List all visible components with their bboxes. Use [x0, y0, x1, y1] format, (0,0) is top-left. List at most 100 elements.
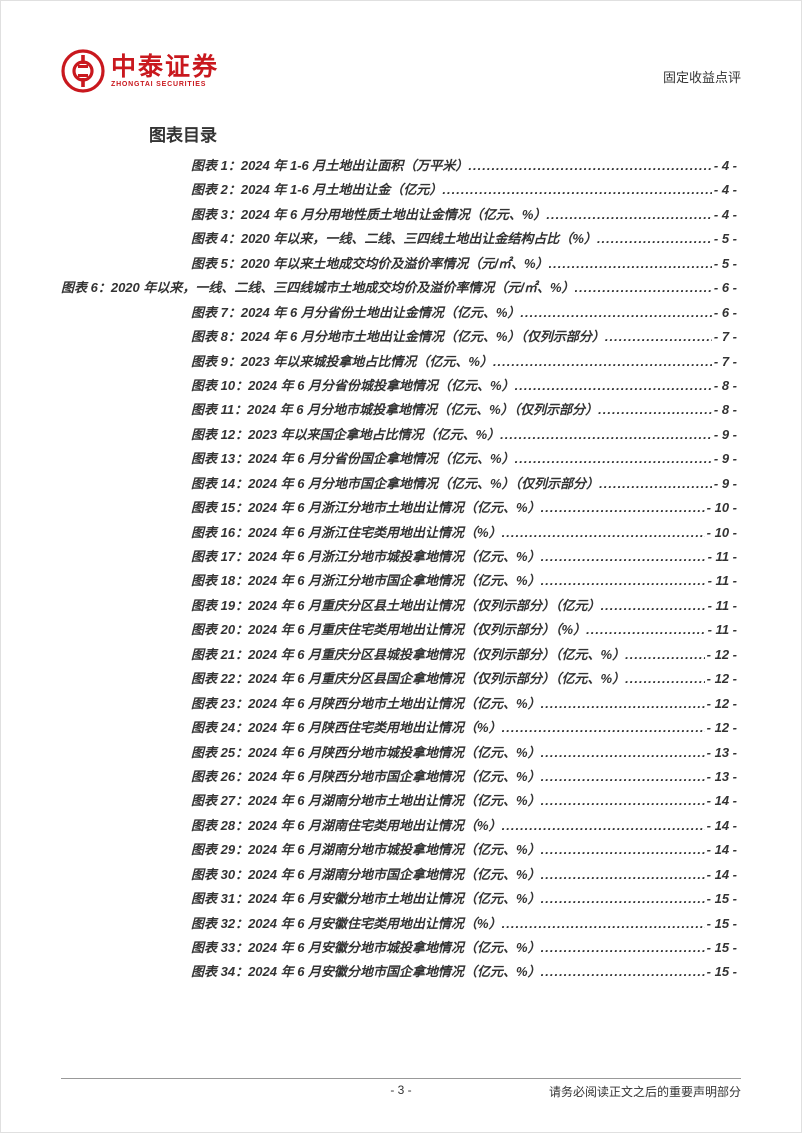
toc-item[interactable]: 图表 34：2024 年 6 月安徽分地市国企拿地情况（亿元、%）- 15 -	[113, 960, 737, 984]
toc-page: - 15 -	[705, 912, 737, 936]
toc-dots	[597, 227, 712, 251]
toc-label: 图表 33：2024 年 6 月安徽分地市城投拿地情况（亿元、%）	[113, 936, 541, 960]
toc-item[interactable]: 图表 10：2024 年 6 月分省份城投拿地情况（亿元、%）- 8 -	[113, 374, 737, 398]
toc-item[interactable]: 图表 24：2024 年 6 月陕西住宅类用地出让情况（%）- 12 -	[113, 716, 737, 740]
toc-dots	[601, 594, 706, 618]
toc-label: 图表 23：2024 年 6 月陕西分地市土地出让情况（亿元、%）	[113, 692, 541, 716]
toc-page: - 10 -	[705, 496, 737, 520]
toc-dots	[541, 545, 706, 569]
toc-item[interactable]: 图表 8：2024 年 6 月分地市土地出让金情况（亿元、%）（仅列示部分）- …	[113, 325, 737, 349]
toc-page: - 9 -	[712, 423, 737, 447]
toc-dots	[541, 765, 705, 789]
toc-dots	[625, 667, 705, 691]
toc-dots	[500, 423, 712, 447]
toc-item[interactable]: 图表 11：2024 年 6 月分地市城投拿地情况（亿元、%）（仅列示部分）- …	[113, 398, 737, 422]
toc-item[interactable]: 图表 20：2024 年 6 月重庆住宅类用地出让情况（仅列示部分）（%） - 1…	[113, 618, 737, 642]
toc-label: 图表 17：2024 年 6 月浙江分地市城投拿地情况（亿元、%）	[113, 545, 541, 569]
toc-item[interactable]: 图表 2：2024 年 1-6 月土地出让金（亿元） - 4 -	[113, 178, 737, 202]
toc-item[interactable]: 图表 28：2024 年 6 月湖南住宅类用地出让情况（%）- 14 -	[113, 814, 737, 838]
toc-item[interactable]: 图表 13：2024 年 6 月分省份国企拿地情况（亿元、%） - 9 -	[113, 447, 737, 471]
toc-item[interactable]: 图表 27：2024 年 6 月湖南分地市土地出让情况（亿元、%）- 14 -	[113, 789, 737, 813]
toc-page: - 15 -	[705, 936, 737, 960]
toc-item[interactable]: 图表 17：2024 年 6 月浙江分地市城投拿地情况（亿元、%）- 11 -	[113, 545, 737, 569]
toc-label: 图表 9：2023 年以来城投拿地占比情况（亿元、%）	[113, 350, 493, 374]
toc-page: - 7 -	[712, 350, 737, 374]
toc-item[interactable]: 图表 31：2024 年 6 月安徽分地市土地出让情况（亿元、%）- 15 -	[113, 887, 737, 911]
toc-item[interactable]: 图表 5：2020 年以来土地成交均价及溢价率情况（元/㎡、%）- 5 -	[113, 252, 737, 276]
toc-label: 图表 16：2024 年 6 月浙江住宅类用地出让情况（%）	[113, 521, 502, 545]
toc-label: 图表 20：2024 年 6 月重庆住宅类用地出让情况（仅列示部分）（%）	[113, 618, 586, 642]
toc-page: - 9 -	[712, 472, 737, 496]
toc-list: 图表 1：2024 年 1-6 月土地出让面积（万平米）- 4 -图表 2：20…	[61, 154, 741, 985]
toc-label: 图表 26：2024 年 6 月陕西分地市国企拿地情况（亿元、%）	[113, 765, 541, 789]
toc-dots	[502, 716, 705, 740]
toc-page: - 5 -	[712, 252, 737, 276]
toc-label: 图表 28：2024 年 6 月湖南住宅类用地出让情况（%）	[113, 814, 502, 838]
toc-label: 图表 22：2024 年 6 月重庆分区县国企拿地情况（仅列示部分）（亿元、%）	[113, 667, 625, 691]
toc-item[interactable]: 图表 25：2024 年 6 月陕西分地市城投拿地情况（亿元、%）- 13 -	[113, 741, 737, 765]
toc-dots	[541, 936, 705, 960]
toc-page: - 12 -	[705, 643, 737, 667]
toc-label: 图表 18：2024 年 6 月浙江分地市国企拿地情况（亿元、%）	[113, 569, 541, 593]
toc-item[interactable]: 图表 33：2024 年 6 月安徽分地市城投拿地情况（亿元、%） - 15 -	[113, 936, 737, 960]
toc-item[interactable]: 图表 4：2020 年以来，一线、二线、三四线土地出让金结构占比（%）- 5 -	[113, 227, 737, 251]
toc-dots	[625, 643, 705, 667]
footer-disclaimer: 请务必阅读正文之后的重要声明部分	[549, 1083, 741, 1100]
toc-label: 图表 31：2024 年 6 月安徽分地市土地出让情况（亿元、%）	[113, 887, 541, 911]
toc-item[interactable]: 图表 7：2024 年 6 月分省份土地出让金情况（亿元、%） - 6 -	[113, 301, 737, 325]
toc-item[interactable]: 图表 16：2024 年 6 月浙江住宅类用地出让情况（%）- 10 -	[113, 521, 737, 545]
toc-dots	[442, 178, 711, 202]
toc-page: - 9 -	[712, 447, 737, 471]
toc-page: - 6 -	[712, 301, 737, 325]
toc-dots	[541, 838, 705, 862]
toc-item[interactable]: 图表 23：2024 年 6 月陕西分地市土地出让情况（亿元、%）- 12 -	[113, 692, 737, 716]
toc-item[interactable]: 图表 32：2024 年 6 月安徽住宅类用地出让情况（%） - 15 -	[113, 912, 737, 936]
toc-dots	[541, 692, 705, 716]
toc-dots	[502, 521, 705, 545]
toc-dots	[493, 350, 712, 374]
toc-page: - 4 -	[712, 178, 737, 202]
toc-label: 图表 7：2024 年 6 月分省份土地出让金情况（亿元、%）	[113, 301, 520, 325]
toc-dots	[575, 276, 712, 300]
toc-dots	[541, 789, 705, 813]
toc-item[interactable]: 图表 22：2024 年 6 月重庆分区县国企拿地情况（仅列示部分）（亿元、%）…	[113, 667, 737, 691]
toc-item[interactable]: 图表 3：2024 年 6 月分用地性质土地出让金情况（亿元、%）- 4 -	[113, 203, 737, 227]
document-type: 固定收益点评	[663, 67, 741, 86]
toc-label: 图表 1：2024 年 1-6 月土地出让面积（万平米）	[113, 154, 468, 178]
toc-label: 图表 8：2024 年 6 月分地市土地出让金情况（亿元、%）（仅列示部分）	[113, 325, 605, 349]
toc-item[interactable]: 图表 14：2024 年 6 月分地市国企拿地情况（亿元、%）（仅列示部分）- …	[113, 472, 737, 496]
toc-page: - 14 -	[705, 838, 737, 862]
toc-dots	[546, 203, 711, 227]
toc-page: - 11 -	[706, 618, 737, 642]
toc-item[interactable]: 图表 15：2024 年 6 月浙江分地市土地出让情况（亿元、%） - 10 -	[113, 496, 737, 520]
toc-item[interactable]: 图表 18：2024 年 6 月浙江分地市国企拿地情况（亿元、%）- 11 -	[113, 569, 737, 593]
toc-item[interactable]: 图表 26：2024 年 6 月陕西分地市国企拿地情况（亿元、%）- 13 -	[113, 765, 737, 789]
toc-item[interactable]: 图表 12：2023 年以来国企拿地占比情况（亿元、%）- 9 -	[113, 423, 737, 447]
toc-page: - 12 -	[705, 716, 737, 740]
toc-item[interactable]: 图表 29：2024 年 6 月湖南分地市城投拿地情况（亿元、%） - 14 -	[113, 838, 737, 862]
toc-item[interactable]: 图表 9：2023 年以来城投拿地占比情况（亿元、%） - 7 -	[113, 350, 737, 374]
toc-label: 图表 32：2024 年 6 月安徽住宅类用地出让情况（%）	[113, 912, 502, 936]
toc-page: - 8 -	[712, 374, 737, 398]
toc-item[interactable]: 图表 6：2020 年以来，一线、二线、三四线城市土地成交均价及溢价率情况（元/…	[61, 276, 737, 300]
toc-page: - 14 -	[705, 863, 737, 887]
toc-page: - 12 -	[705, 667, 737, 691]
toc-item[interactable]: 图表 1：2024 年 1-6 月土地出让面积（万平米） - 4 -	[113, 154, 737, 178]
toc-dots	[541, 863, 705, 887]
toc-dots	[468, 154, 711, 178]
toc-label: 图表 29：2024 年 6 月湖南分地市城投拿地情况（亿元、%）	[113, 838, 541, 862]
toc-label: 图表 21：2024 年 6 月重庆分区县城投拿地情况（仅列示部分）（亿元、%）	[113, 643, 625, 667]
toc-page: - 15 -	[705, 960, 737, 984]
page-footer: - 3 - 请务必阅读正文之后的重要声明部分	[61, 1078, 741, 1100]
toc-label: 图表 4：2020 年以来，一线、二线、三四线土地出让金结构占比（%）	[113, 227, 597, 251]
toc-label: 图表 15：2024 年 6 月浙江分地市土地出让情况（亿元、%）	[113, 496, 541, 520]
toc-item[interactable]: 图表 21：2024 年 6 月重庆分区县城投拿地情况（仅列示部分）（亿元、%）…	[113, 643, 737, 667]
toc-dots	[502, 912, 705, 936]
toc-page: - 4 -	[712, 154, 737, 178]
toc-item[interactable]: 图表 19：2024 年 6 月重庆分区县土地出让情况（仅列示部分）（亿元）- …	[113, 594, 737, 618]
toc-label: 图表 2：2024 年 1-6 月土地出让金（亿元）	[113, 178, 442, 202]
toc-label: 图表 30：2024 年 6 月湖南分地市国企拿地情况（亿元、%）	[113, 863, 541, 887]
toc-item[interactable]: 图表 30：2024 年 6 月湖南分地市国企拿地情况（亿元、%） - 14 -	[113, 863, 737, 887]
toc-label: 图表 13：2024 年 6 月分省份国企拿地情况（亿元、%）	[113, 447, 515, 471]
toc-dots	[502, 814, 705, 838]
